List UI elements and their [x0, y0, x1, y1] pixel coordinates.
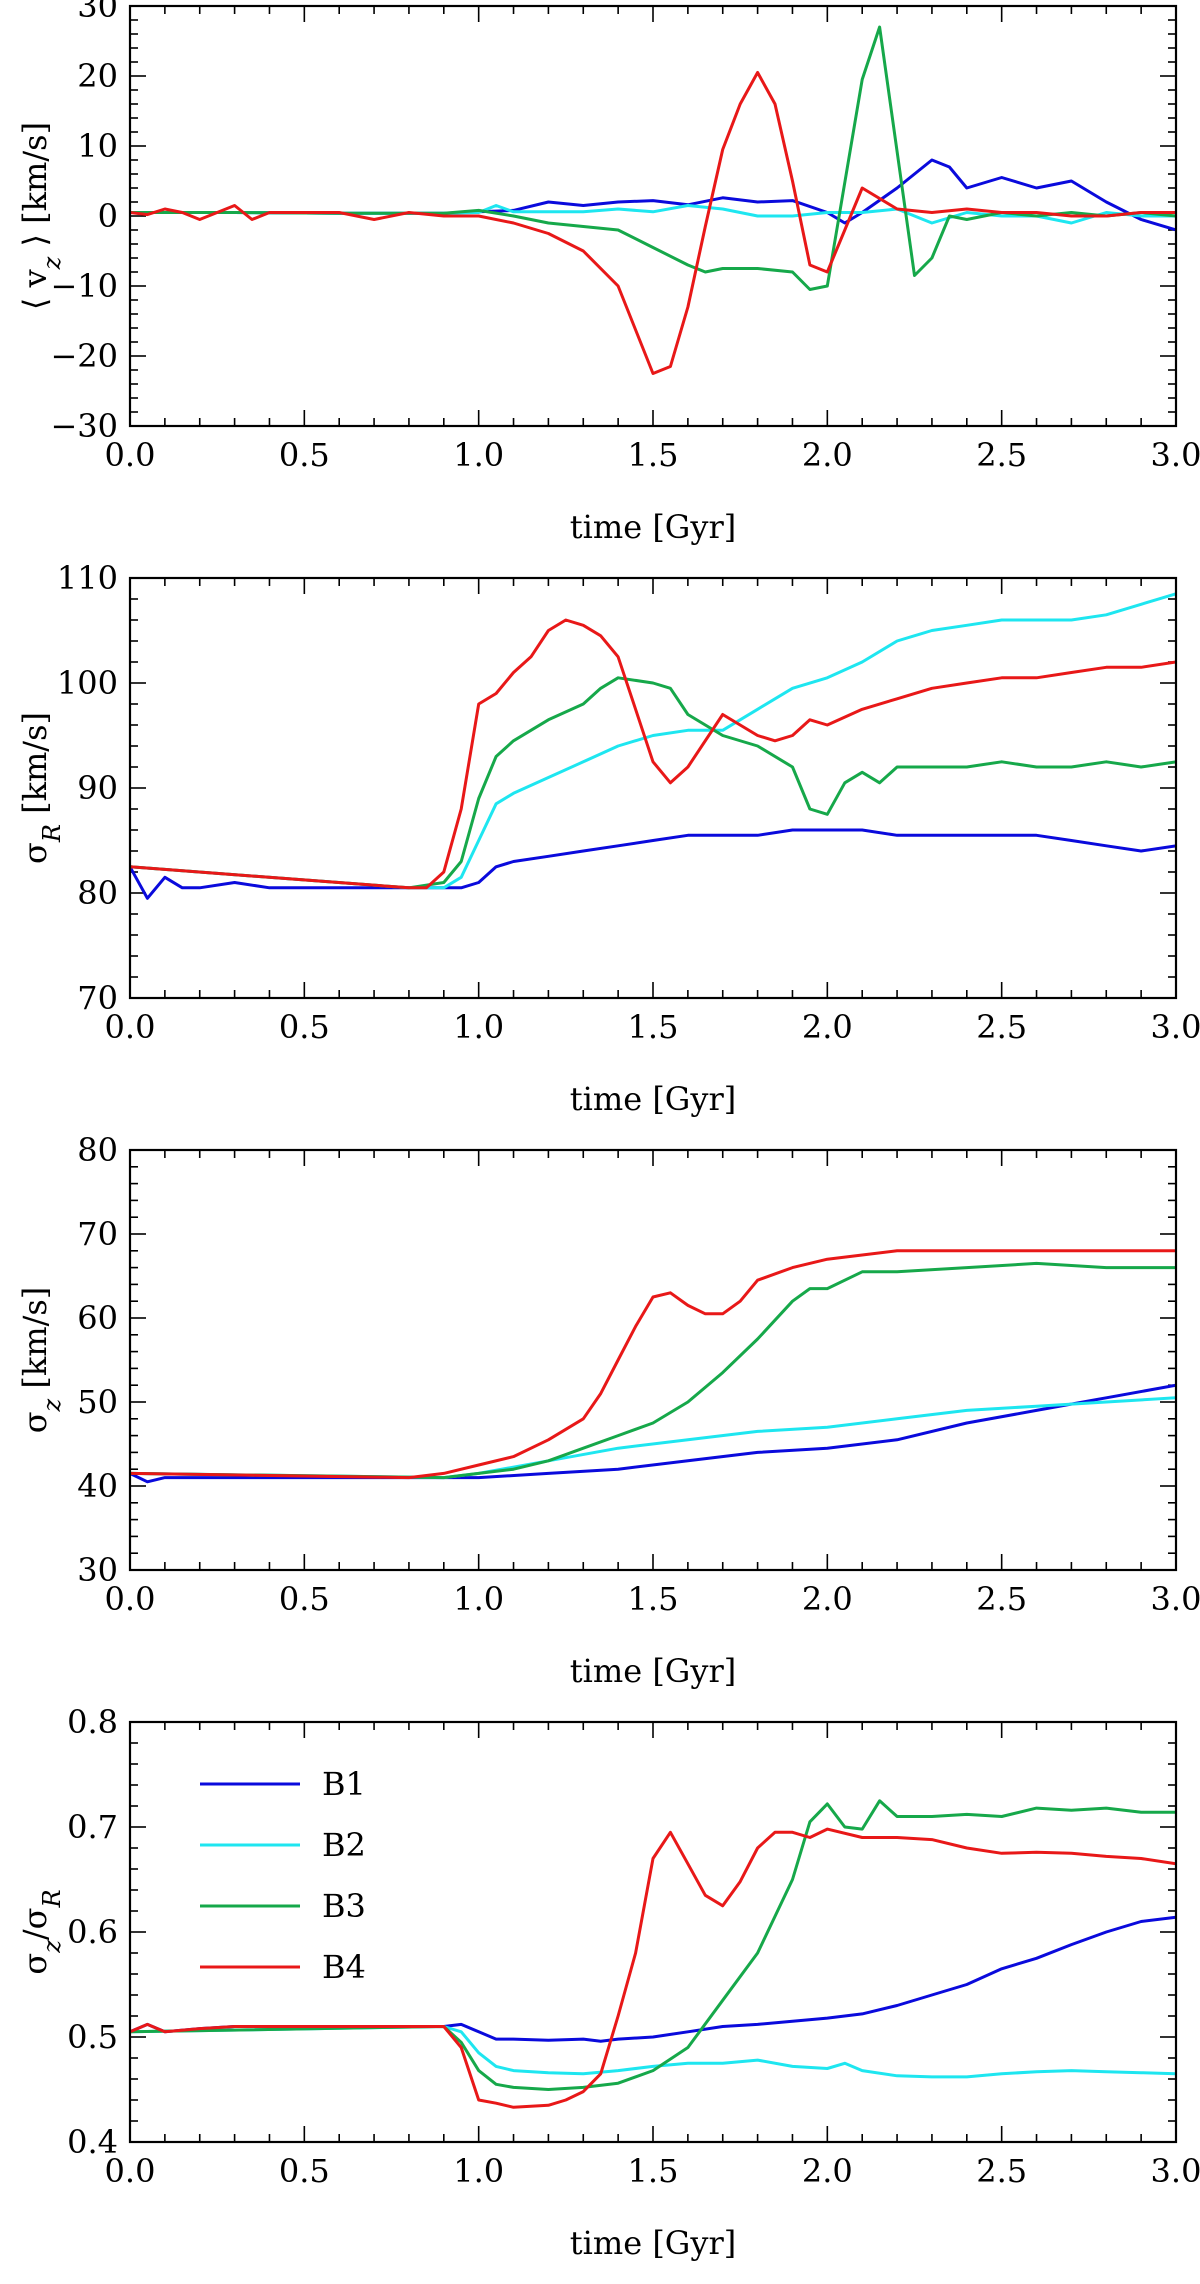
series-line-b3	[130, 1799, 1176, 2091]
series-line-b3	[130, 25, 1176, 291]
series-line-b4	[130, 71, 1176, 375]
x-tick-label: 1.5	[628, 436, 679, 474]
x-tick-label: 1.0	[453, 1008, 504, 1046]
legend-label-b4: B4	[322, 1948, 366, 1986]
y-axis-label: σR [km/s]	[16, 712, 66, 864]
series-line-b1	[130, 828, 1176, 900]
legend-label-b3: B3	[322, 1887, 366, 1925]
y-tick-label: 110	[57, 559, 118, 597]
plot-frame	[128, 576, 1178, 1000]
x-tick-label: 3.0	[1151, 436, 1200, 474]
x-tick-label: 1.0	[453, 1580, 504, 1618]
y-tick-label: 80	[77, 1131, 118, 1169]
x-tick-label: 2.5	[976, 1580, 1027, 1618]
y-tick-label: 70	[77, 1215, 118, 1253]
y-tick-label: 0.8	[67, 1703, 118, 1741]
x-tick-label: 2.0	[802, 2152, 853, 2190]
y-tick-label: 50	[77, 1383, 118, 1421]
y-tick-label: 100	[57, 664, 118, 702]
series-line-b3	[130, 1261, 1176, 1480]
x-tick-label: 0.0	[105, 1008, 156, 1046]
x-tick-label: 2.0	[802, 436, 853, 474]
x-tick-label: 0.0	[105, 436, 156, 474]
plot-frame	[128, 4, 1178, 428]
series-line-b2	[130, 2025, 1176, 2079]
y-tick-label: 30	[77, 1551, 118, 1589]
y-tick-label: 0	[98, 197, 118, 235]
panel-2: 0.0 0.5 1.0 1.5 2.0 2.5 3.0 110 100 90 80 70 time [G…	[16, 559, 1200, 1118]
series-line-b4	[130, 1249, 1176, 1480]
legend-label-b1: B1	[322, 1765, 366, 1803]
y-tick-label: 0.6	[67, 1913, 118, 1951]
x-tick-label: 0.0	[105, 1580, 156, 1618]
series-line-b1	[130, 1383, 1176, 1484]
y-tick-label: 0.7	[67, 1808, 118, 1846]
x-tick-label: 2.0	[802, 1580, 853, 1618]
panel-1: 0.0 0.5 1.0 1.5 2.0 2.5 3.0 30 20 10 0 −10 −20 −30 tim…	[16, 0, 1200, 546]
x-tick-label: 2.0	[802, 1008, 853, 1046]
x-tick-label: 0.0	[105, 2152, 156, 2190]
y-axis-label: ⟨ vz ⟩ [km/s]	[16, 122, 66, 310]
x-tick-label: 2.5	[976, 2152, 1027, 2190]
y-tick-label: 70	[77, 979, 118, 1017]
x-tick-label: 3.0	[1151, 1008, 1200, 1046]
panel-3: 0.0 0.5 1.0 1.5 2.0 2.5 3.0 80 70 60 50 40 30 time [G…	[16, 1131, 1200, 1690]
y-tick-label: 80	[77, 874, 118, 912]
y-tick-label: −10	[50, 267, 118, 305]
x-axis-label: time [Gyr]	[570, 1652, 736, 1690]
y-tick-label: 40	[77, 1467, 118, 1505]
x-tick-label: 1.5	[628, 1580, 679, 1618]
series-line-b3	[130, 676, 1176, 890]
y-tick-label: −20	[50, 337, 118, 375]
series-line-b4	[130, 618, 1176, 890]
x-tick-label: 1.0	[453, 436, 504, 474]
y-tick-label: 0.5	[67, 2018, 118, 2056]
panel-4: 0.0 0.5 1.0 1.5 2.0 2.5 3.0 0.8 0.7 0.6 0.5 0.4 time…	[16, 1703, 1200, 2262]
x-axis-label: time [Gyr]	[570, 1080, 736, 1118]
y-tick-label: 0.4	[67, 2123, 118, 2161]
x-tick-label: 2.5	[976, 436, 1027, 474]
x-tick-label: 3.0	[1151, 2152, 1200, 2190]
x-tick-label: 0.5	[279, 2152, 330, 2190]
y-tick-label: −30	[50, 407, 118, 445]
y-tick-label: 20	[77, 57, 118, 95]
x-tick-label: 1.5	[628, 1008, 679, 1046]
x-tick-label: 0.5	[279, 1580, 330, 1618]
x-tick-label: 3.0	[1151, 1580, 1200, 1618]
series-line-b4	[130, 1827, 1176, 2109]
x-axis-label: time [Gyr]	[570, 2224, 736, 2262]
legend: B1 B2 B3 B4	[200, 1765, 366, 1986]
y-tick-label: 60	[77, 1299, 118, 1337]
plot-frame	[128, 1148, 1178, 1572]
y-tick-label: 30	[77, 0, 118, 25]
legend-label-b2: B2	[322, 1826, 366, 1864]
plot-frame	[128, 1720, 1178, 2144]
y-axis-label: σz [km/s]	[16, 1287, 66, 1434]
x-tick-label: 0.5	[279, 1008, 330, 1046]
series-line-b2	[130, 592, 1176, 890]
x-tick-label: 0.5	[279, 436, 330, 474]
y-tick-label: 90	[77, 769, 118, 807]
x-axis-label: time [Gyr]	[570, 508, 736, 546]
y-tick-label: 10	[77, 127, 118, 165]
x-tick-label: 1.5	[628, 2152, 679, 2190]
y-axis-label: σz/σR	[16, 1889, 66, 1974]
series-line-b1	[130, 158, 1176, 232]
x-tick-label: 1.0	[453, 2152, 504, 2190]
series-line-b1	[130, 1915, 1176, 2043]
x-tick-label: 2.5	[976, 1008, 1027, 1046]
